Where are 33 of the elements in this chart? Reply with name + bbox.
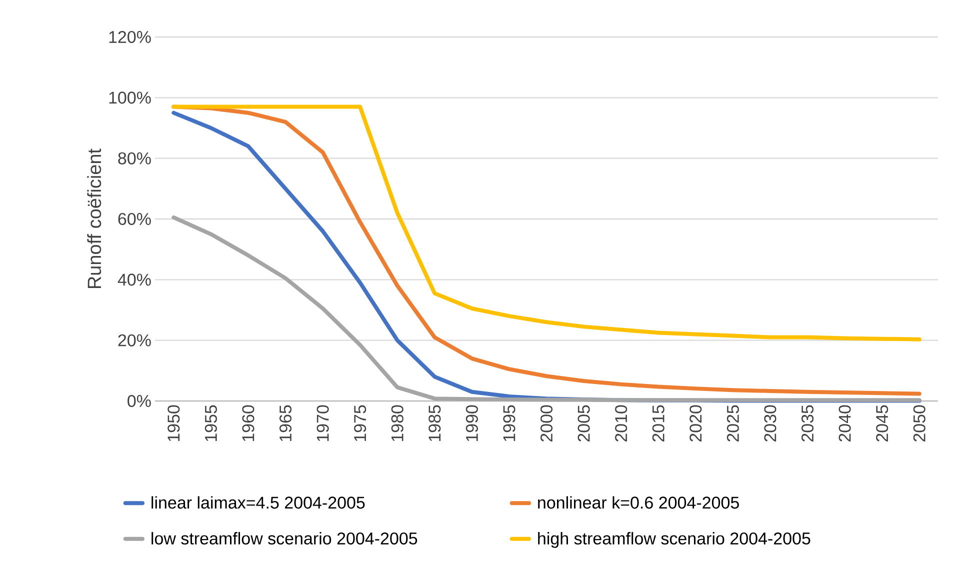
legend-label: low streamflow scenario 2004-2005 xyxy=(152,532,418,545)
legend-label: nonlinear k=0.6 2004-2005 xyxy=(538,496,739,509)
y-tick-label: 40% xyxy=(118,274,151,286)
x-tick-label: 1950 xyxy=(168,405,180,442)
x-tick-label: 1975 xyxy=(354,405,366,442)
x-tick-label: 1965 xyxy=(279,405,292,442)
y-tick-label: 100% xyxy=(109,92,151,104)
x-tick-label: 1990 xyxy=(466,405,478,442)
y-tick-label: 120% xyxy=(109,30,151,44)
x-tick-label: 2020 xyxy=(690,405,702,442)
x-tick-label: 1955 xyxy=(204,405,217,442)
x-tick-label: 1995 xyxy=(503,405,516,442)
legend-label: high streamflow scenario 2004-2005 xyxy=(538,532,810,548)
x-tick-label: 2050 xyxy=(913,405,926,442)
x-tick-label: 2010 xyxy=(615,405,628,442)
x-tick-label: 1985 xyxy=(428,405,441,442)
x-tick-label: 2015 xyxy=(652,405,664,442)
x-tick-label: 2045 xyxy=(876,405,888,442)
x-tick-label: 2030 xyxy=(764,405,776,442)
x-tick-label: 2040 xyxy=(838,405,851,442)
x-tick-label: 2035 xyxy=(801,405,814,442)
x-tick-label: 1980 xyxy=(391,405,404,442)
y-tick-label: 20% xyxy=(118,334,151,346)
legend-label: linear laimax=4.5 2004-2005 xyxy=(152,496,365,509)
x-tick-label: 2005 xyxy=(578,405,590,442)
y-axis-title: Runoff coëficient xyxy=(87,148,102,288)
y-tick-label: 0% xyxy=(128,394,151,408)
x-tick-label: 2025 xyxy=(726,405,739,442)
x-tick-label: 1960 xyxy=(242,405,254,442)
y-tick-label: 80% xyxy=(118,152,151,164)
x-tick-label: 2000 xyxy=(540,405,553,442)
y-tick-label: 60% xyxy=(118,212,151,226)
x-tick-label: 1970 xyxy=(316,405,329,442)
